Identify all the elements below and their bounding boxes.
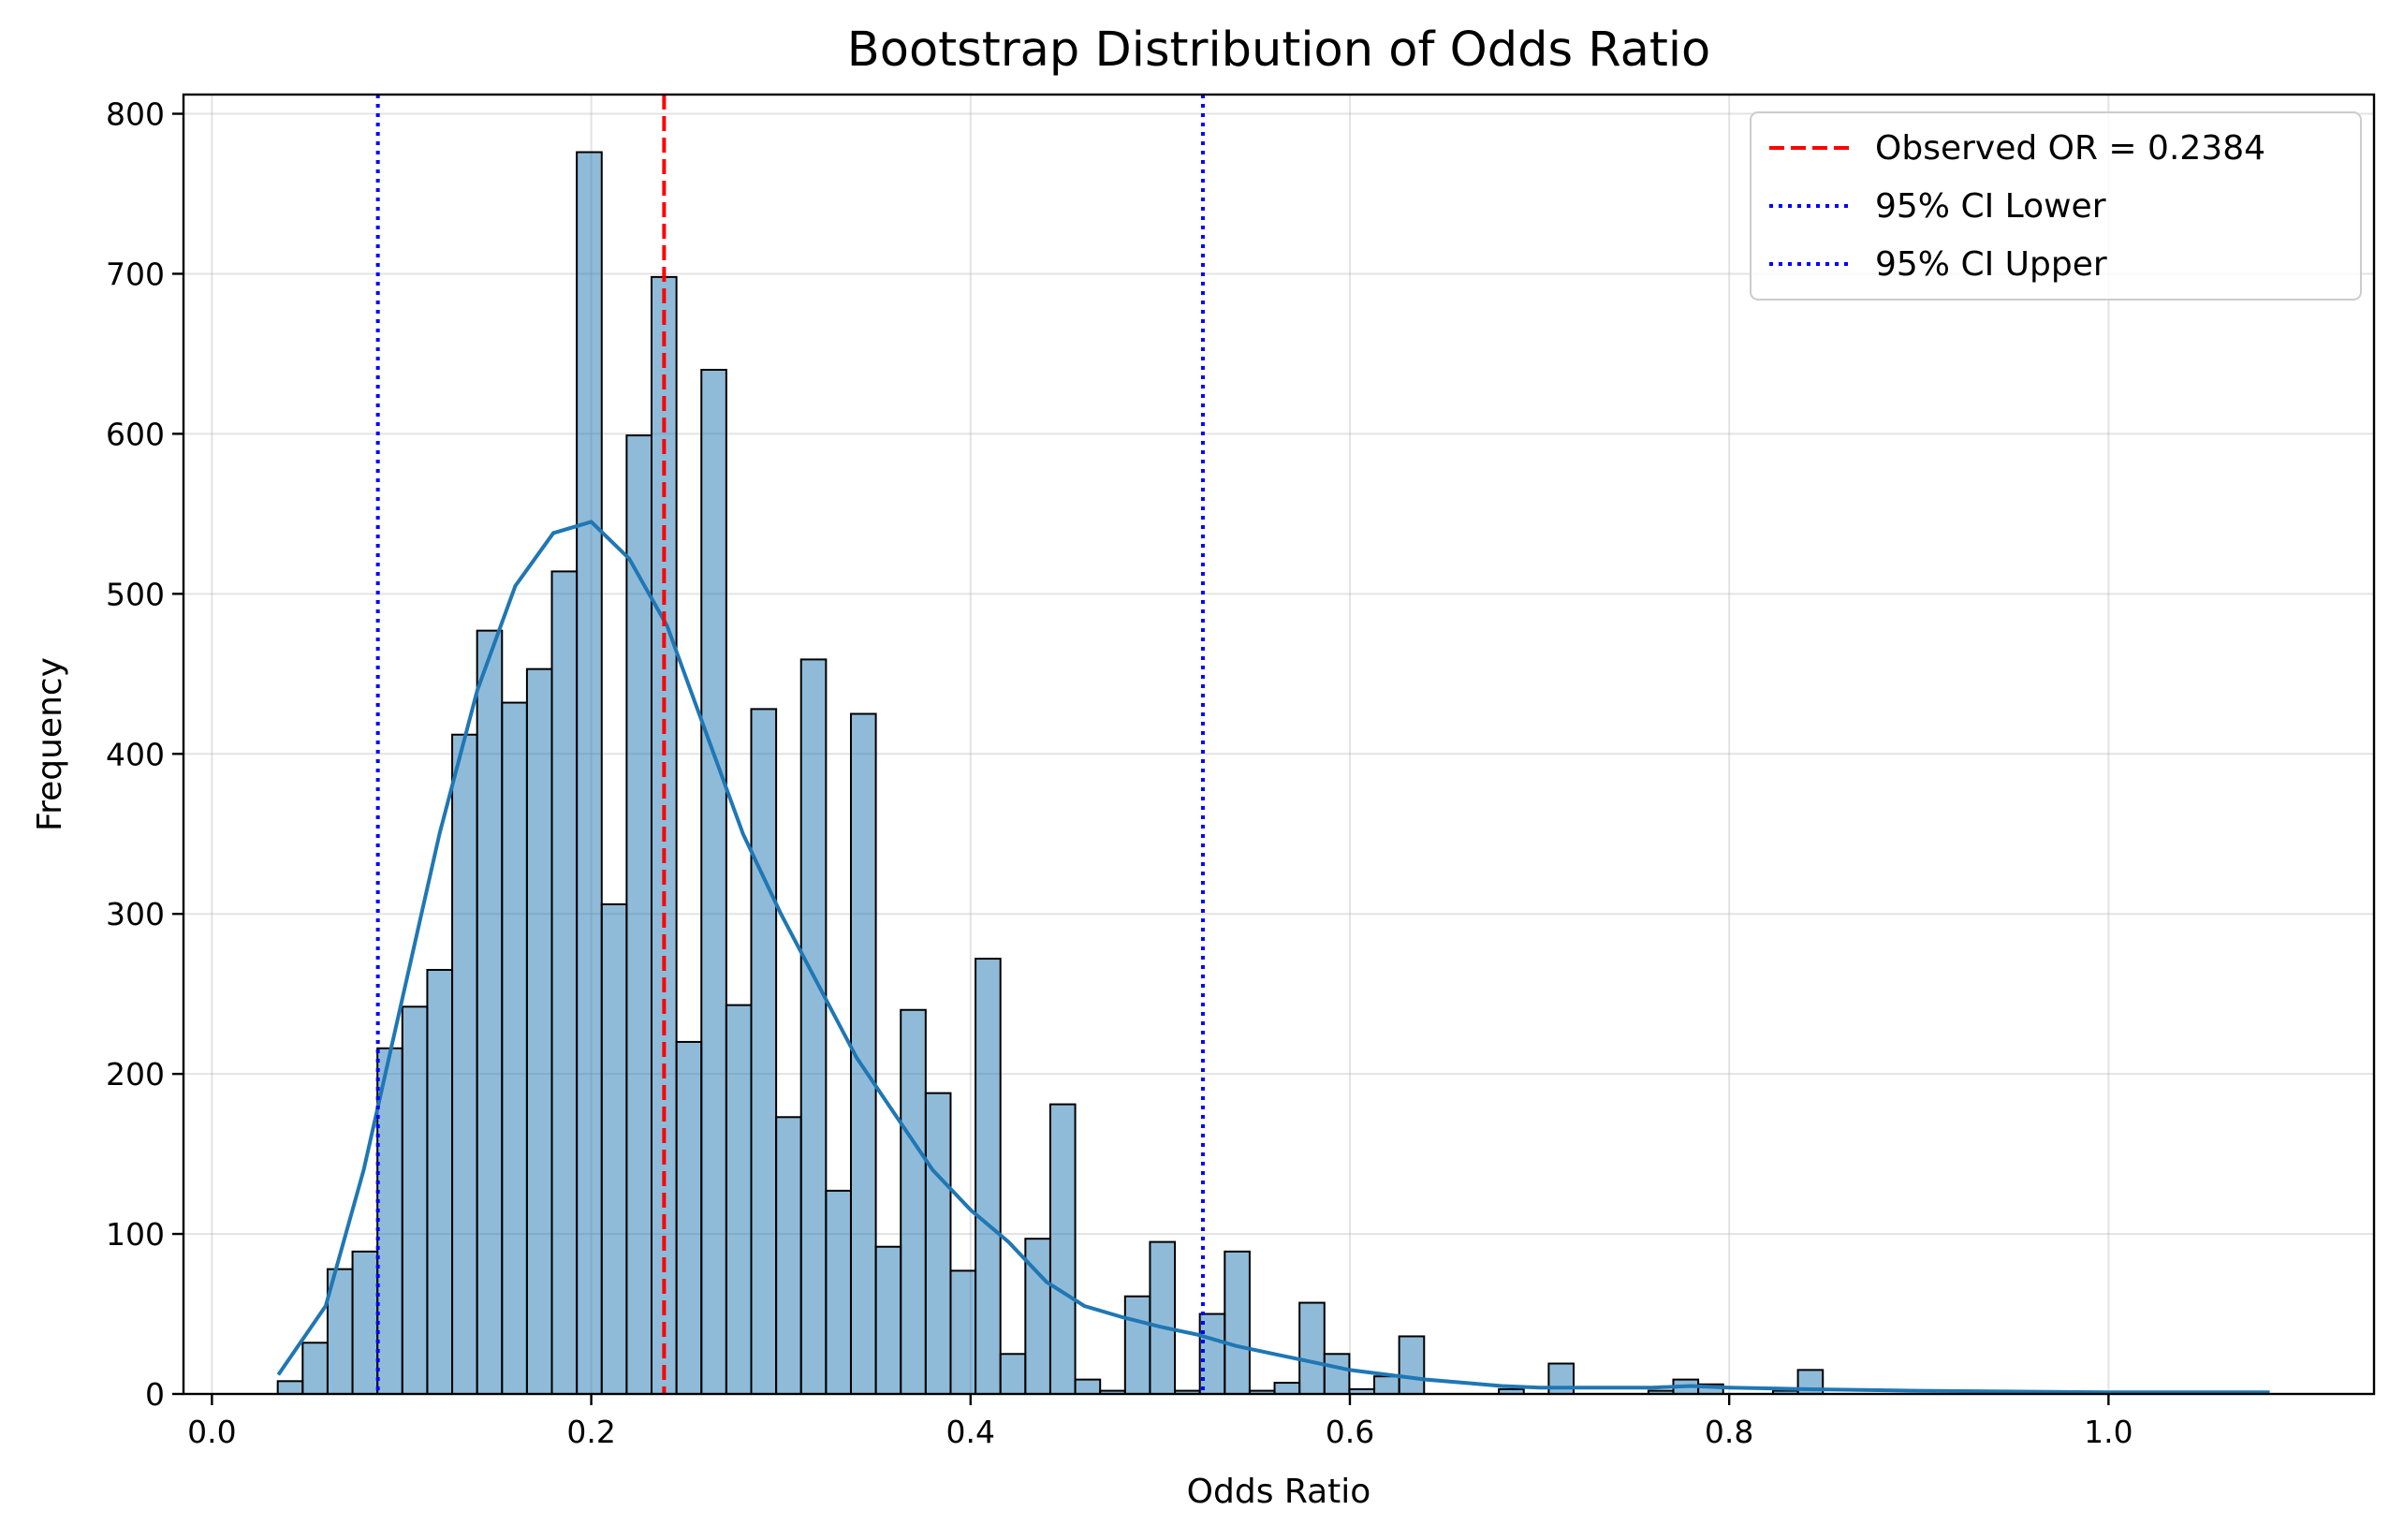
legend: Observed OR = 0.2384 95% CI Lower 95% CI… [1750,111,2362,301]
y-tick-label-7: 700 [106,256,165,292]
bar-42 [1323,1353,1351,1395]
bar-8 [476,629,504,1395]
bar-31 [1048,1103,1077,1396]
bar-6 [426,969,454,1395]
bar-21 [799,658,828,1395]
y-axis: 0 100 200 300 400 500 600 700 800 [106,96,183,1413]
bar-9 [501,701,528,1395]
bar-45 [1398,1335,1426,1395]
bar-44 [1373,1375,1400,1395]
y-tick-label-4: 400 [106,736,165,772]
x-axis: 0.0 0.2 0.4 0.6 0.8 1.0 [187,1394,2133,1450]
bar-20 [775,1116,802,1395]
bar-14 [625,434,653,1396]
bar-26 [924,1092,952,1395]
y-tick-label-5: 500 [106,576,165,612]
bar-41 [1298,1301,1326,1396]
plot-frame [182,93,2376,1396]
reference-lines [375,95,1205,1394]
legend-label-ci-lower: 95% CI Lower [1875,187,2106,226]
bar-32 [1074,1378,1102,1395]
bar-7 [451,733,478,1395]
legend-label-observed: Observed OR = 0.2384 [1875,129,2265,168]
y-tick-label-2: 200 [106,1056,165,1093]
bar-18 [725,1004,753,1395]
bar-13 [600,902,628,1395]
y-tick-label-6: 600 [106,416,165,452]
bar-27 [949,1269,977,1395]
bar-10 [525,667,553,1395]
bar-5 [401,1005,429,1395]
bar-11 [550,570,579,1395]
bar-24 [874,1245,902,1395]
x-axis-label: Odds Ratio [1187,1473,1371,1511]
x-tick-label-5: 1.0 [2084,1414,2133,1450]
x-tick-label-1: 0.2 [566,1414,615,1450]
bar-34 [1123,1295,1151,1395]
y-tick-label-3: 300 [106,896,165,932]
bar-29 [999,1353,1027,1395]
x-tick-label-2: 0.4 [946,1414,995,1450]
bar-22 [825,1189,852,1396]
bar-17 [700,369,727,1395]
x-tick-label-0: 0.0 [187,1414,236,1450]
bar-40 [1273,1382,1301,1395]
y-axis-label: Frequency [31,657,69,831]
bar-16 [675,1040,703,1396]
bar-38 [1224,1250,1251,1395]
bar-25 [900,1008,927,1395]
bar-12 [576,151,603,1395]
x-tick-label-3: 0.6 [1326,1414,1374,1450]
bar-3 [351,1250,379,1395]
y-tick-label-0: 0 [145,1376,165,1413]
bar-19 [750,708,778,1395]
y-tick-label-1: 100 [106,1216,165,1253]
chart-title: Bootstrap Distribution of Odds Ratio [847,22,1710,78]
bar-35 [1149,1240,1177,1395]
legend-label-ci-upper: 95% CI Upper [1875,245,2107,284]
x-tick-label-4: 0.8 [1705,1414,1753,1450]
legend-box [1750,111,2362,301]
bar-1 [301,1342,329,1396]
bar-37 [1198,1313,1226,1395]
bar-28 [975,958,1002,1395]
bar-0 [276,1380,304,1395]
kde-curve [276,520,2270,1395]
y-tick-label-8: 800 [106,96,165,133]
